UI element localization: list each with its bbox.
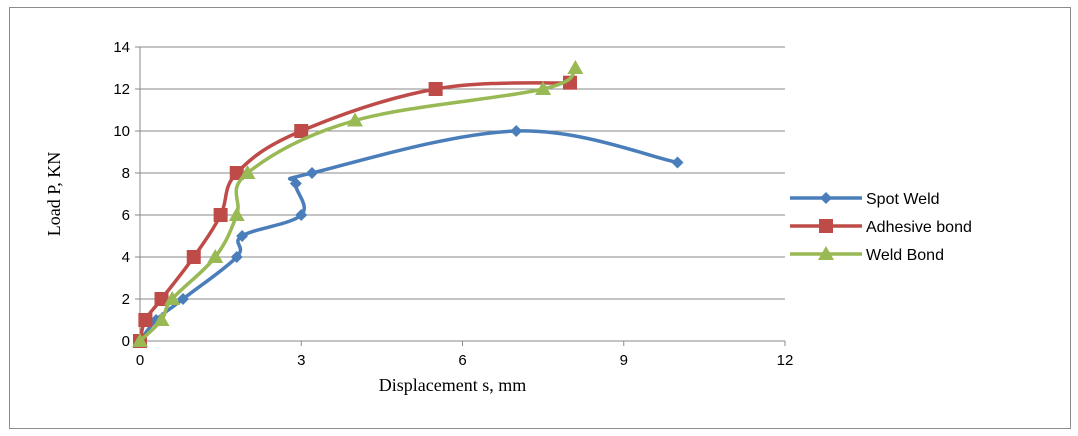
data-point bbox=[294, 124, 309, 138]
y-tick-label: 10 bbox=[113, 123, 130, 140]
data-point bbox=[229, 166, 244, 180]
data-point bbox=[164, 291, 181, 305]
data-point bbox=[228, 207, 245, 221]
series-line bbox=[138, 129, 678, 343]
legend-item: Spot Weld bbox=[790, 191, 940, 208]
data-point bbox=[236, 230, 249, 242]
data-point bbox=[153, 312, 170, 326]
legend-item: Adhesive bond bbox=[790, 219, 972, 236]
series-layer bbox=[132, 60, 684, 348]
chart-frame bbox=[9, 7, 1071, 429]
legend-marker bbox=[819, 219, 833, 233]
x-tick-label: 3 bbox=[297, 352, 305, 369]
y-axis-title: Load P, KN bbox=[44, 152, 64, 237]
data-point bbox=[138, 313, 153, 327]
y-tick-label: 4 bbox=[122, 249, 130, 266]
data-point bbox=[177, 293, 189, 305]
data-point bbox=[239, 165, 256, 179]
y-tick-label: 0 bbox=[122, 333, 130, 350]
data-point bbox=[213, 208, 228, 222]
data-point bbox=[428, 82, 443, 96]
data-point bbox=[154, 292, 169, 306]
x-tick-label: 9 bbox=[620, 352, 628, 369]
data-point bbox=[207, 249, 224, 263]
data-point bbox=[230, 251, 243, 263]
data-point bbox=[186, 250, 201, 264]
legend-marker bbox=[820, 192, 832, 204]
legend-marker bbox=[818, 246, 834, 260]
data-point bbox=[289, 177, 302, 190]
data-point bbox=[347, 112, 363, 127]
series-weld-bond bbox=[132, 60, 584, 347]
x-tick-label: 12 bbox=[777, 352, 794, 369]
legend-label: Spot Weld bbox=[866, 191, 940, 208]
x-tick-label: 6 bbox=[458, 352, 466, 369]
data-point bbox=[535, 81, 552, 95]
y-tick-label: 12 bbox=[113, 81, 130, 98]
data-point bbox=[295, 209, 308, 221]
data-point bbox=[306, 167, 318, 179]
y-tick-label: 2 bbox=[122, 291, 130, 308]
x-tick-label: 0 bbox=[136, 352, 144, 369]
series-line bbox=[138, 66, 577, 343]
y-tick-label: 14 bbox=[113, 39, 130, 56]
y-tick-label: 6 bbox=[122, 207, 130, 224]
y-tick-label: 8 bbox=[122, 165, 130, 182]
legend: Spot Weld Adhesive bond Weld Bond bbox=[790, 191, 972, 264]
legend-item: Weld Bond bbox=[790, 246, 944, 264]
legend-label: Adhesive bond bbox=[866, 219, 972, 236]
data-point bbox=[567, 60, 584, 74]
data-point bbox=[510, 125, 523, 137]
data-point bbox=[132, 333, 148, 347]
legend-label: Weld Bond bbox=[866, 247, 944, 264]
series-spot-weld bbox=[134, 125, 684, 347]
data-point bbox=[671, 156, 684, 169]
x-axis-title: Displacement s, mm bbox=[379, 375, 526, 395]
